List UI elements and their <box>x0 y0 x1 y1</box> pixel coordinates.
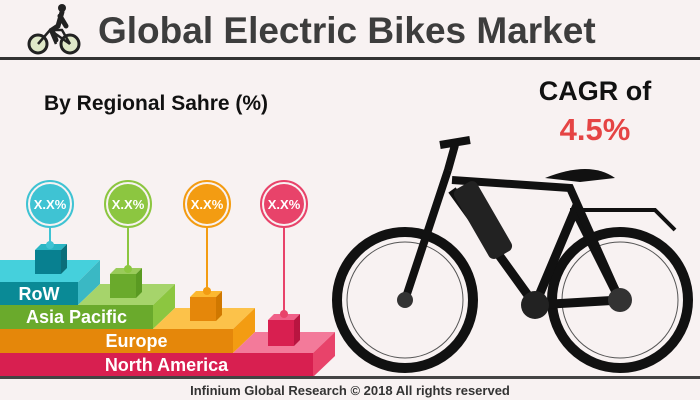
electric-bike-image <box>332 136 693 373</box>
page-title: Global Electric Bikes Market <box>98 10 596 51</box>
row-step-side <box>78 260 100 305</box>
chart-subtitle: By Regional Sahre (%) <box>44 92 269 115</box>
asia-pacific-step: Asia Pacific <box>0 305 153 329</box>
north-america-step-side <box>313 332 335 377</box>
cyclist-icon <box>27 4 81 55</box>
asia-pacific-label: Asia Pacific <box>25 306 128 327</box>
cagr-value: 4.5% <box>559 112 631 147</box>
row-share-value: X.X% <box>30 184 70 224</box>
north-america-step: North America <box>0 353 313 377</box>
north-america-label: North America <box>104 354 229 375</box>
asia-pacific-step-side <box>153 284 175 329</box>
header-divider <box>0 57 700 60</box>
north-america-share-bubble: X.X% <box>260 180 308 228</box>
footer-copyright: Infinium Global Research © 2018 All righ… <box>190 383 510 398</box>
europe-step-side <box>233 308 255 353</box>
row-label: RoW <box>18 283 60 304</box>
row-share-bubble: X.X% <box>26 180 74 228</box>
asia-pacific-share-value: X.X% <box>108 184 148 224</box>
regional-steps <box>0 204 335 377</box>
north-america-share-value: X.X% <box>264 184 304 224</box>
europe-share-value: X.X% <box>187 184 227 224</box>
europe-step: Europe <box>0 329 233 353</box>
europe-share-bubble: X.X% <box>183 180 231 228</box>
europe-label: Europe <box>105 330 168 351</box>
europe-cube <box>190 291 222 321</box>
cagr-label: CAGR of <box>538 76 652 106</box>
footer-divider <box>0 376 700 379</box>
north-america-cube <box>268 314 300 346</box>
asia-pacific-share-bubble: X.X% <box>104 180 152 228</box>
asia-pacific-cube <box>110 268 142 298</box>
row-step: RoW <box>0 282 78 306</box>
